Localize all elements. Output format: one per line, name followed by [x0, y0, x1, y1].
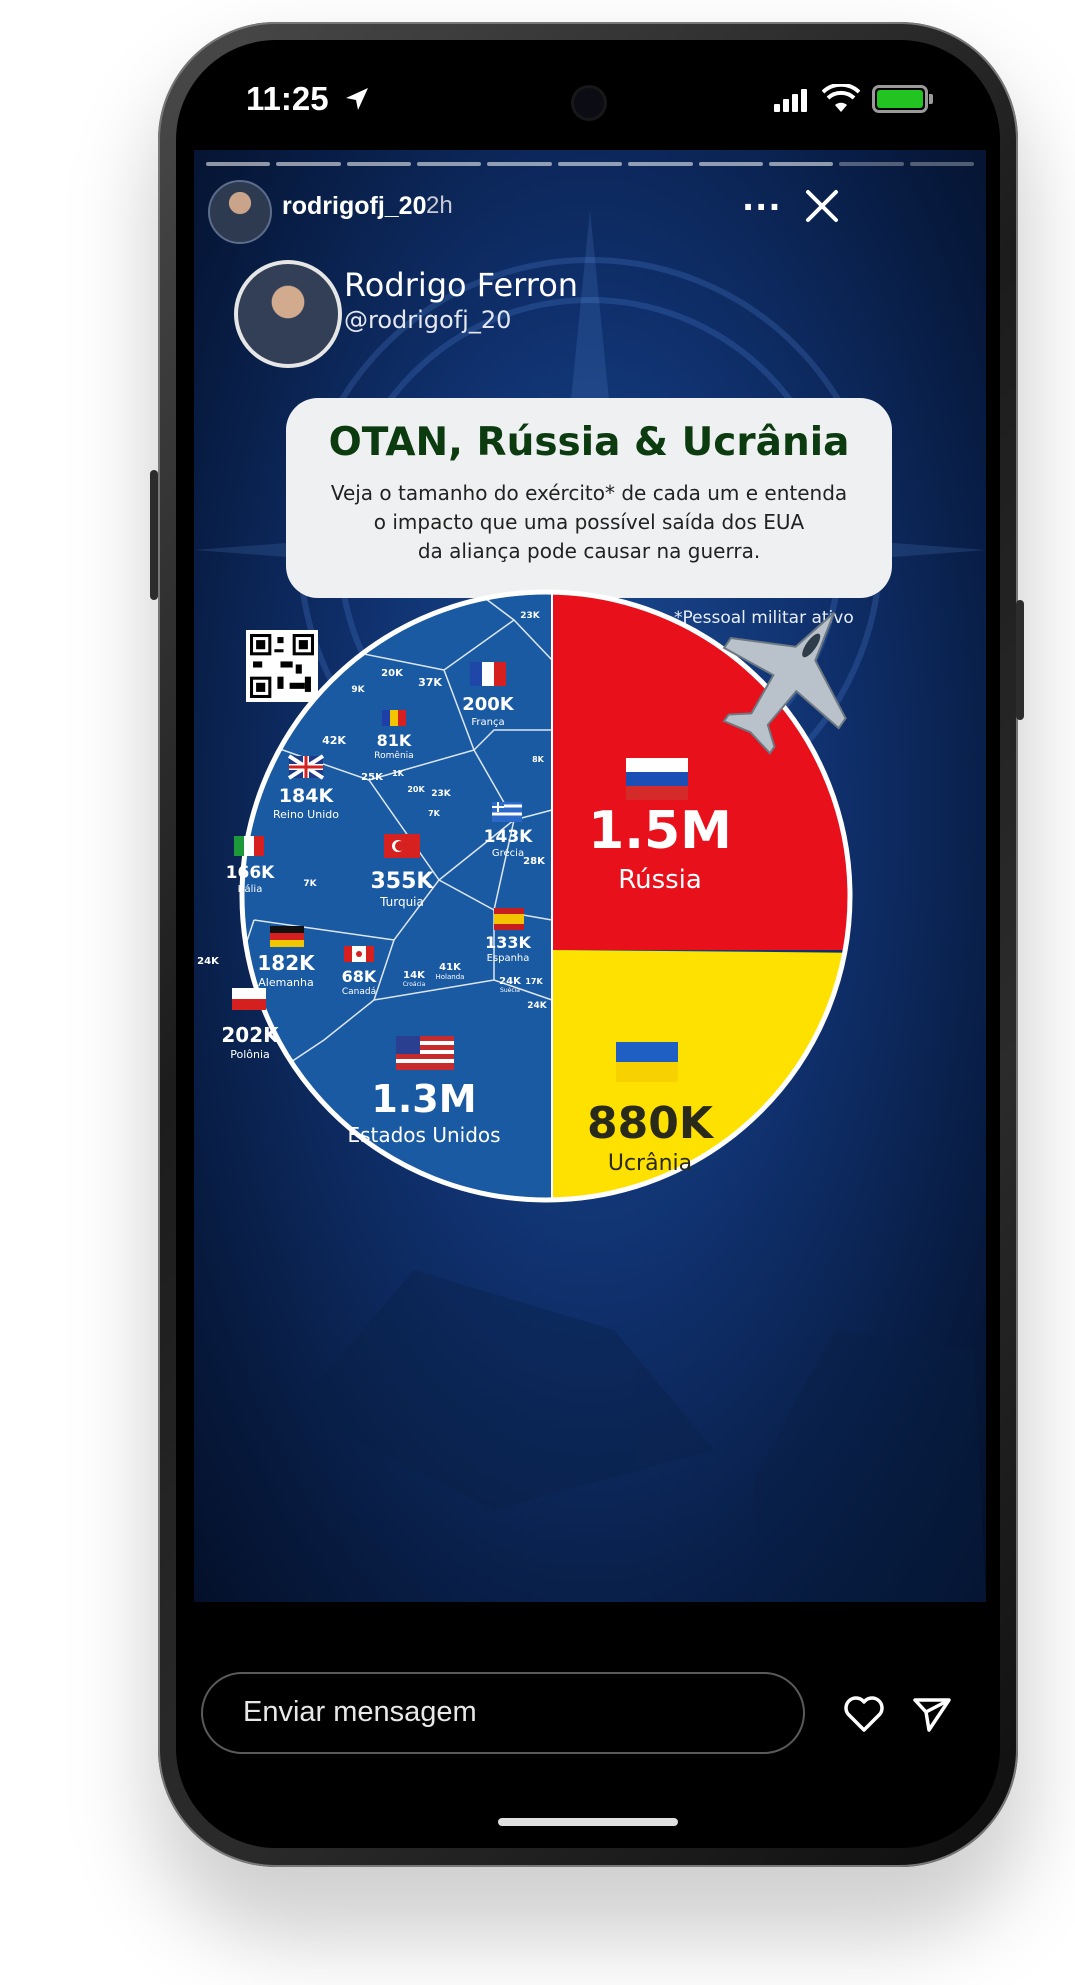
- story-username[interactable]: rodrigofj_20: [282, 192, 427, 220]
- power-button: [1016, 600, 1024, 720]
- sweden-value-label: 24K: [499, 976, 522, 987]
- battery-icon: [872, 85, 928, 113]
- location-arrow-icon: [346, 88, 368, 110]
- italy-name-label: Itália: [238, 883, 263, 895]
- member-value-label: 9K: [351, 685, 365, 695]
- member-value-label: 25K: [361, 772, 384, 783]
- turkey-value-label: 355K: [371, 869, 435, 894]
- member-value-label: 17K: [525, 977, 543, 986]
- spain-flag-icon: [494, 908, 524, 930]
- send-icon[interactable]: [909, 1692, 953, 1736]
- member-value-label: 7K: [303, 879, 317, 889]
- member-value-label: 8K: [532, 755, 545, 764]
- usa-flag-icon: [396, 1036, 454, 1070]
- greece-name-label: Grécia: [492, 847, 524, 859]
- chart-outline: [239, 589, 853, 1203]
- greece-value-label: 143K: [484, 827, 533, 847]
- turkey-name-label: Turquia: [379, 895, 424, 909]
- story-content[interactable]: rodrigofj_20 2h ··· Rodrigo Ferron @rodr…: [194, 150, 986, 1602]
- uk-name-label: Reino Unido: [273, 808, 339, 821]
- message-placeholder: Enviar mensagem: [243, 1696, 477, 1728]
- front-camera: [574, 88, 604, 118]
- more-icon[interactable]: ···: [742, 188, 782, 226]
- ukraine-value-label: 880K: [587, 1098, 715, 1149]
- close-icon[interactable]: [802, 186, 842, 226]
- uk-flag-icon: [287, 754, 325, 780]
- infographic-title-card: OTAN, Rússia & Ucrânia Veja o tamanho do…: [286, 398, 892, 598]
- member-value-label: 1K: [392, 769, 405, 778]
- story-user-avatar[interactable]: [208, 180, 272, 244]
- romania-value-label: 81K: [377, 731, 412, 750]
- usa-name-label: Estados Unidos: [347, 1123, 500, 1147]
- member-value-label: 28K: [523, 856, 546, 867]
- netherlands-name-label: Holanda: [436, 973, 465, 981]
- phone-screen: 11:25: [176, 40, 1000, 1848]
- germany-name-label: Alemanha: [258, 976, 314, 989]
- qr-code-icon: [246, 630, 318, 702]
- canada-flag-icon: [344, 946, 374, 962]
- home-indicator[interactable]: [498, 1818, 678, 1826]
- canada-name-label: Canadá: [342, 987, 376, 997]
- russia-value-label: 1.5M: [588, 801, 732, 861]
- france-value-label: 200K: [462, 694, 515, 715]
- profile-photo: [234, 260, 342, 368]
- story-timestamp: 2h: [426, 192, 453, 219]
- profile-name: Rodrigo Ferron: [344, 266, 579, 304]
- fighter-jet-image: [722, 611, 847, 755]
- subtitle-line: o impacto que uma possível saída dos EUA: [373, 510, 805, 534]
- member-value-label: 37K: [418, 676, 442, 689]
- member-value-label: 20K: [381, 668, 404, 679]
- croatia-value-label: 14K: [403, 970, 426, 981]
- spain-name-label: Espanha: [487, 953, 530, 964]
- member-value-label: 23K: [431, 789, 452, 799]
- infographic-title: OTAN, Rússia & Ucrânia: [328, 420, 850, 465]
- ukraine-flag-icon: [616, 1042, 678, 1082]
- infographic-footnote: *Pessoal militar ativo: [674, 608, 854, 628]
- member-value-label: 23K: [520, 611, 541, 621]
- sweden-name-label: Suécia: [500, 987, 520, 994]
- army-size-chart: 1.5M Rússia 880K Ucrânia 1.3M Estados Un…: [197, 589, 853, 1203]
- story-progress-bars: [206, 162, 974, 166]
- ukraine-name-label: Ucrânia: [608, 1151, 692, 1176]
- spain-value-label: 133K: [485, 933, 531, 952]
- member-value-label: 24K: [197, 956, 220, 967]
- romania-flag-icon: [382, 710, 406, 726]
- italy-flag-icon: [234, 836, 264, 856]
- subtitle-line: da aliança pode causar na guerra.: [417, 539, 761, 563]
- ukraine-slice: [552, 950, 850, 1200]
- battery-cap: [929, 94, 933, 104]
- poland-name-label: Polônia: [230, 1048, 270, 1061]
- subtitle-line: Veja o tamanho do exército* de cada um e…: [330, 481, 848, 505]
- poland-value-label: 202K: [221, 1023, 280, 1047]
- status-time: 11:25: [246, 80, 329, 117]
- italy-value-label: 166K: [226, 863, 275, 883]
- croatia-name-label: Croácia: [403, 981, 426, 988]
- france-flag-icon: [470, 662, 506, 686]
- greece-flag-icon: [492, 802, 522, 822]
- member-value-label: 24K: [527, 1001, 548, 1011]
- profile-handle: @rodrigofj_20: [344, 306, 512, 334]
- germany-flag-icon: [270, 926, 304, 947]
- poland-flag-icon: [232, 988, 266, 1010]
- infographic-subtitle: Veja o tamanho do exército* de cada um e…: [286, 479, 892, 566]
- signal-icon: [774, 88, 810, 112]
- germany-value-label: 182K: [257, 951, 316, 975]
- message-input[interactable]: Enviar mensagem: [201, 1672, 805, 1754]
- russia-flag-icon: [626, 758, 688, 800]
- volume-button: [150, 470, 158, 600]
- wifi-icon: [822, 84, 860, 112]
- netherlands-value-label: 41K: [439, 962, 462, 973]
- member-value-label: 42K: [322, 734, 346, 747]
- canada-value-label: 68K: [342, 967, 377, 986]
- turkey-flag-icon: [384, 834, 420, 858]
- romania-name-label: Romênia: [374, 750, 413, 761]
- france-name-label: França: [471, 717, 504, 728]
- member-value-label: 20K: [407, 785, 425, 794]
- russia-slice: [552, 592, 850, 950]
- usa-value-label: 1.3M: [371, 1077, 476, 1121]
- heart-icon[interactable]: [842, 1692, 886, 1736]
- russia-name-label: Rússia: [618, 865, 702, 895]
- uk-value-label: 184K: [279, 785, 335, 807]
- member-value-label: 7K: [428, 809, 441, 818]
